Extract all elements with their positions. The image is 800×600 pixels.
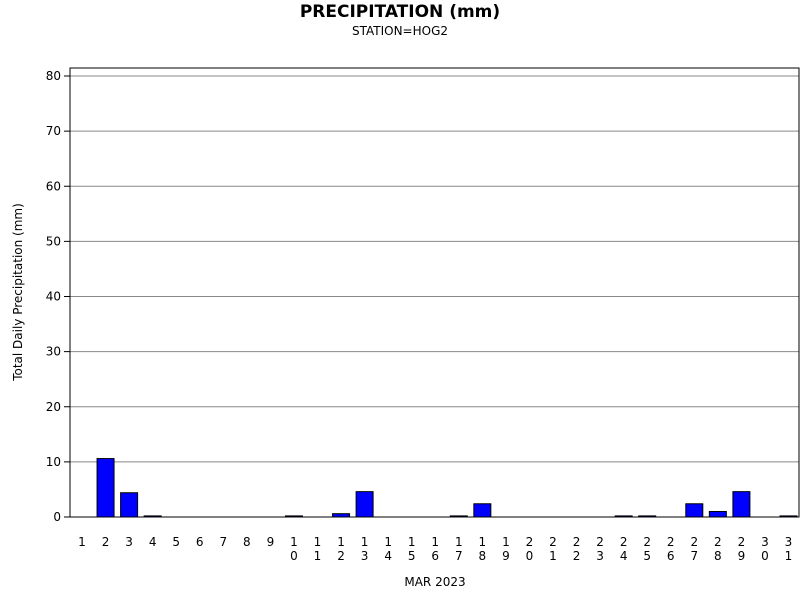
- x-tick-label: 9: [267, 535, 275, 549]
- y-tick-label: 70: [46, 124, 61, 138]
- bars: [96, 458, 798, 518]
- y-tick-label: 60: [46, 179, 61, 193]
- y-axis-label: Total Daily Precipitation (mm): [11, 203, 25, 382]
- bar: [96, 458, 115, 518]
- bar: [120, 492, 139, 518]
- y-tick-label: 30: [46, 345, 61, 359]
- y-tick-label: 80: [46, 69, 61, 83]
- bar: [355, 491, 374, 518]
- x-tick-label: 7: [219, 535, 227, 549]
- gridlines: [70, 75, 799, 463]
- x-axis: 1 2 3 4 5 6 7 8 9 1 01 11 21 31 41 51 61 71 81 92 02 12 22 32 42…: [78, 535, 792, 563]
- x-tick-label: 4: [149, 535, 157, 549]
- x-tick-label: 5: [172, 535, 180, 549]
- y-tick-label: 50: [46, 234, 61, 248]
- x-tick-label: 3: [125, 535, 133, 549]
- x-tick-label: 8: [243, 535, 251, 549]
- chart-subtitle: STATION=HOG2: [352, 24, 448, 38]
- y-tick-label: 0: [53, 510, 61, 524]
- y-tick-label: 20: [46, 400, 61, 414]
- x-tick-label: 1: [78, 535, 86, 549]
- y-tick-label: 10: [46, 455, 61, 469]
- chart-title: PRECIPITATION (mm): [300, 2, 500, 22]
- x-tick-label: 6: [196, 535, 204, 549]
- y-axis: 0 10 20 30 40 50 60 70 80: [46, 69, 70, 524]
- y-tick-label: 40: [46, 290, 61, 304]
- plot-frame: [69, 67, 800, 518]
- x-tick-label: 2: [102, 535, 110, 549]
- bar: [708, 510, 727, 518]
- bar: [685, 503, 704, 518]
- bar: [473, 503, 492, 518]
- x-axis-label: MAR 2023: [404, 575, 465, 589]
- bar: [732, 491, 751, 518]
